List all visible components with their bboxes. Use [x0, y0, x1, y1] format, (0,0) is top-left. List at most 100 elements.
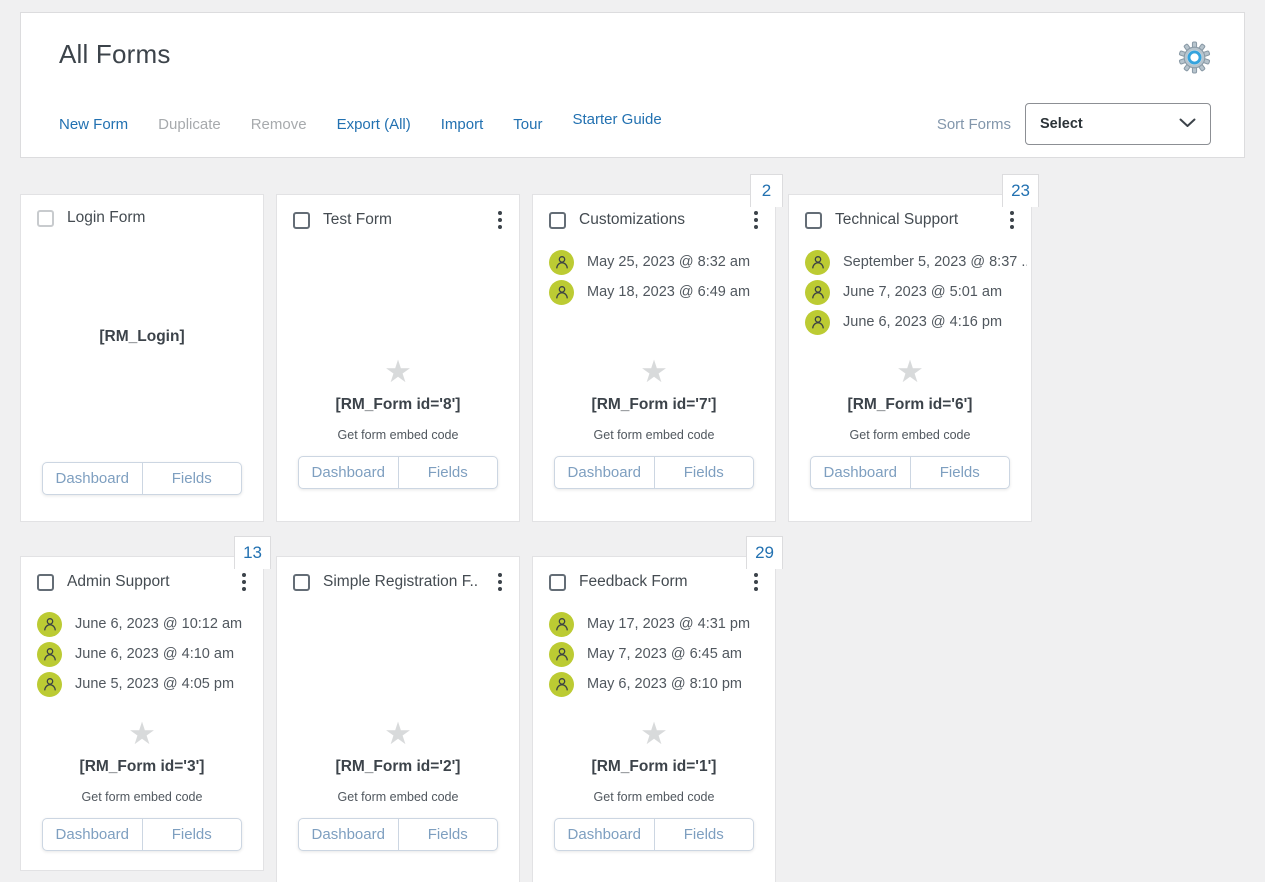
page-title: All Forms [59, 39, 171, 69]
embed-code-link[interactable]: Get form embed code [81, 790, 203, 804]
settings-button[interactable] [1178, 41, 1211, 79]
user-avatar-icon [549, 279, 574, 305]
dashboard-button[interactable]: Dashboard [555, 819, 655, 850]
submission-row: June 6, 2023 @ 4:16 pm [805, 307, 1027, 337]
kebab-menu-icon[interactable] [492, 209, 508, 231]
export-all-link[interactable]: Export (All) [336, 115, 411, 133]
form-select-checkbox[interactable] [549, 573, 566, 591]
card-actions: Dashboard Fields [554, 818, 754, 851]
new-form-link[interactable]: New Form [59, 115, 129, 133]
entries-count-badge[interactable]: 23 [1002, 174, 1039, 207]
form-shortcode: [RM_Form id='8'] [335, 396, 461, 413]
embed-code-link[interactable]: Get form embed code [593, 790, 715, 804]
form-card-simple-registration: Simple Registration F... [RM_Form id='2'… [276, 556, 520, 882]
submission-date: September 5, 2023 @ 8:37 ... [843, 254, 1027, 270]
submission-row: May 25, 2023 @ 8:32 am [549, 247, 771, 277]
form-title: Technical Support [835, 211, 959, 228]
submission-date: June 6, 2023 @ 4:10 am [75, 646, 235, 662]
entries-count-badge[interactable]: 29 [746, 536, 783, 569]
form-shortcode: [RM_Form id='1'] [591, 758, 717, 775]
fields-button[interactable]: Fields [427, 464, 468, 481]
user-avatar-icon [37, 611, 62, 637]
embed-code-link[interactable]: Get form embed code [849, 428, 971, 442]
form-select-checkbox[interactable] [37, 573, 54, 591]
submission-date: May 18, 2023 @ 6:49 am [587, 284, 751, 300]
submission-row: June 5, 2023 @ 4:05 pm [37, 669, 259, 699]
card-actions: Dashboard Fields [554, 456, 754, 489]
dashboard-button[interactable]: Dashboard [299, 457, 399, 488]
user-avatar-icon [549, 641, 574, 667]
embed-code-link[interactable]: Get form embed code [593, 428, 715, 442]
dashboard-button[interactable]: Dashboard [299, 819, 399, 850]
star-icon[interactable] [277, 355, 519, 389]
remove-link: Remove [250, 115, 307, 133]
form-shortcode: [RM_Form id='6'] [847, 396, 973, 413]
card-actions: Dashboard Fields [298, 456, 498, 489]
submission-date: June 6, 2023 @ 4:16 pm [843, 314, 1003, 330]
form-select-checkbox[interactable] [293, 211, 310, 229]
user-avatar-icon [37, 671, 62, 697]
star-icon[interactable] [21, 717, 263, 751]
form-select-checkbox[interactable] [37, 209, 54, 227]
kebab-menu-icon[interactable] [492, 571, 508, 593]
sort-forms-select[interactable]: Select [1025, 103, 1211, 145]
star-icon[interactable] [789, 355, 1031, 389]
user-avatar-icon [37, 641, 62, 667]
submission-row: May 6, 2023 @ 8:10 pm [549, 669, 771, 699]
chevron-down-icon [1179, 116, 1196, 132]
user-avatar-icon [805, 309, 830, 335]
fields-button[interactable]: Fields [683, 826, 724, 843]
form-select-checkbox[interactable] [549, 211, 566, 229]
submission-row: June 6, 2023 @ 4:10 am [37, 639, 259, 669]
card-actions: Dashboard Fields [42, 462, 242, 495]
gear-icon [1178, 41, 1211, 78]
embed-code-link[interactable]: Get form embed code [337, 428, 459, 442]
fields-button[interactable]: Fields [427, 826, 468, 843]
kebab-menu-icon[interactable] [236, 571, 252, 593]
submission-date: May 6, 2023 @ 8:10 pm [587, 676, 742, 692]
form-card-technical-support: 23 Technical Support September 5, 2023 @… [788, 174, 1039, 522]
kebab-menu-icon[interactable] [748, 571, 764, 593]
form-shortcode: [RM_Form id='3'] [79, 758, 205, 775]
dashboard-button[interactable]: Dashboard [555, 457, 655, 488]
fields-button[interactable]: Fields [939, 464, 980, 481]
kebab-menu-icon[interactable] [1004, 209, 1020, 231]
starter-guide-link[interactable]: Starter Guide [572, 110, 662, 128]
star-icon[interactable] [277, 717, 519, 751]
form-card-test-form: Test Form [RM_Form id='8'] Get form embe… [276, 194, 520, 522]
card-actions: Dashboard Fields [810, 456, 1010, 489]
form-card-feedback-form: 29 Feedback Form May 17, 2023 @ 4:31 pm … [532, 536, 783, 882]
duplicate-link: Duplicate [158, 115, 221, 133]
submission-date: June 7, 2023 @ 5:01 am [843, 284, 1003, 300]
dashboard-button[interactable]: Dashboard [43, 819, 143, 850]
form-title: Login Form [67, 209, 146, 226]
entries-count-badge[interactable]: 2 [750, 174, 783, 207]
submission-date: May 25, 2023 @ 8:32 am [587, 254, 751, 270]
kebab-menu-icon[interactable] [748, 209, 764, 231]
form-select-checkbox[interactable] [805, 211, 822, 229]
dashboard-button[interactable]: Dashboard [811, 457, 911, 488]
submission-date: June 6, 2023 @ 10:12 am [75, 616, 243, 632]
fields-button[interactable]: Fields [683, 464, 724, 481]
star-icon[interactable] [533, 355, 775, 389]
import-link[interactable]: Import [440, 115, 484, 133]
tour-link[interactable]: Tour [513, 115, 543, 133]
star-icon[interactable] [533, 717, 775, 751]
form-title: Admin Support [67, 573, 170, 590]
card-actions: Dashboard Fields [298, 818, 498, 851]
form-select-checkbox[interactable] [293, 573, 310, 591]
entries-count-badge[interactable]: 13 [234, 536, 271, 569]
fields-button[interactable]: Fields [171, 470, 212, 487]
submission-row: June 6, 2023 @ 10:12 am [37, 609, 259, 639]
fields-button[interactable]: Fields [171, 826, 212, 843]
form-card-admin-support: 13 Admin Support June 6, 2023 @ 10:12 am… [20, 536, 271, 871]
form-card-customizations: 2 Customizations May 25, 2023 @ 8:32 am … [532, 174, 783, 522]
dashboard-button[interactable]: Dashboard [43, 463, 143, 494]
embed-code-link[interactable]: Get form embed code [337, 790, 459, 804]
card-actions: Dashboard Fields [42, 818, 242, 851]
submission-date: May 17, 2023 @ 4:31 pm [587, 616, 751, 632]
form-card-login-form: Login Form [RM_Login] Dashboard Fields [20, 194, 264, 522]
submission-row: September 5, 2023 @ 8:37 ... [805, 247, 1027, 277]
form-title: Customizations [579, 211, 685, 228]
select-value: Select [1040, 116, 1083, 132]
